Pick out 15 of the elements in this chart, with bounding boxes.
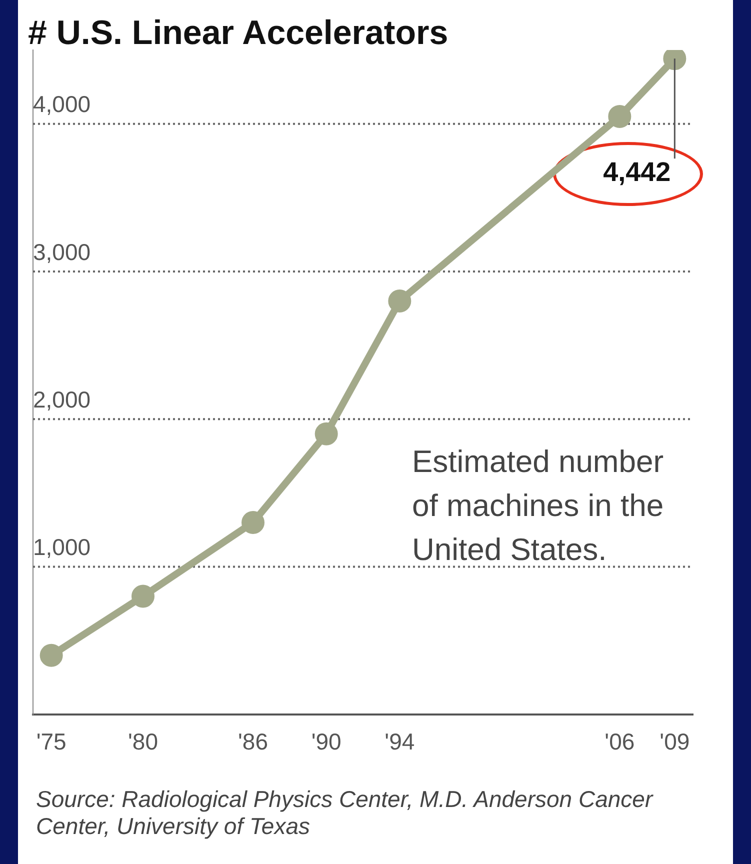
annotation: Estimated number of machines in the United States. [412,443,665,569]
x-tick-label: '06 [604,728,635,755]
x-tick-label: '90 [311,728,342,755]
chart-title: # U.S. Linear Accelerators [28,14,448,53]
x-tick-label: '75 [36,728,66,755]
x-tick-label: '86 [238,728,268,755]
x-tick-label: '80 [128,728,158,755]
x-tick-label: '94 [384,728,415,755]
y-tick-label: 2,000 [33,386,91,412]
x-tick-label: '09 [660,728,690,755]
y-tick-label: 4,000 [33,91,91,118]
annotation: 4,442 [603,157,671,188]
source-note: Source: Radiological Physics Center, M.D. Anderson Cancer Center, University of Texas [36,786,654,840]
y-tick-label: 1,000 [33,534,91,560]
y-tick-label: 3,000 [33,238,91,265]
